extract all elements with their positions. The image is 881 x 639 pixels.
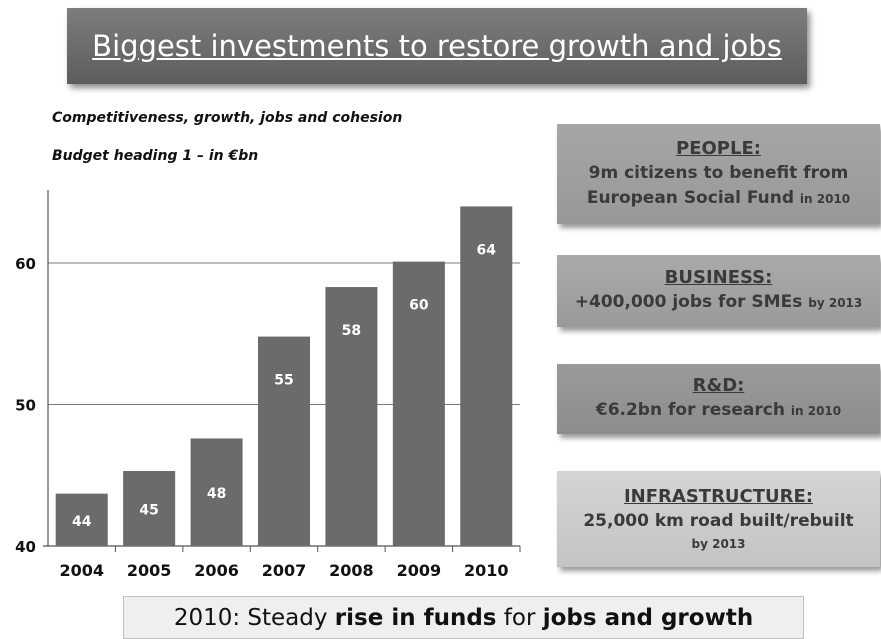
bar-2006 — [190, 438, 243, 546]
bar-value-label: 48 — [207, 486, 226, 502]
x-tick-label: 2009 — [397, 561, 442, 580]
people-heading: PEOPLE: — [676, 137, 761, 159]
people-small: in 2010 — [799, 191, 851, 206]
rd-small: in 2010 — [790, 404, 842, 418]
chart-subtitle: Competitiveness, growth, jobs and cohesi… — [52, 110, 403, 126]
labels: 40 50 60 44 2004 45 2005 48 2006 55 2007 58 2008 60 20… — [15, 242, 508, 580]
bar-2008 — [325, 287, 378, 546]
x-tick-label: 2006 — [194, 561, 239, 580]
footer-banner: 2010: Steady rise in funds for jobs and … — [123, 596, 804, 639]
footer-mid: for — [496, 604, 543, 631]
y-tick-label: 50 — [15, 397, 36, 415]
footer-pre: 2010: Steady — [173, 604, 335, 631]
infrastructure-line1: 25,000 km road built/rebuilt — [583, 510, 854, 531]
rd-line1: €6.2bn for research — [595, 400, 785, 420]
infrastructure-box: INFRASTRUCTURE: 25,000 km road built/reb… — [557, 471, 880, 567]
x-tick-label: 2004 — [59, 561, 104, 580]
infrastructure-small: by 2013 — [691, 536, 746, 551]
footer-bold2: jobs and growth — [542, 604, 754, 631]
business-small: by 2013 — [808, 296, 863, 310]
x-tick-label: 2007 — [262, 561, 307, 580]
bar-2007 — [258, 336, 310, 546]
bar-value-label: 58 — [342, 323, 361, 339]
people-box: PEOPLE: 9m citizens to benefit from Euro… — [557, 124, 880, 224]
people-line2: European Social Fund — [586, 187, 794, 208]
business-heading: BUSINESS: — [664, 267, 773, 288]
bar-value-label: 55 — [274, 373, 293, 389]
page-title: Biggest investments to restore growth an… — [92, 29, 782, 63]
x-tick-label: 2005 — [127, 561, 172, 580]
bars — [55, 206, 513, 546]
title-banner: Biggest investments to restore growth an… — [67, 8, 807, 84]
business-box: BUSINESS: +400,000 jobs for SMEs by 2013 — [557, 255, 880, 327]
bar-value-label: 45 — [139, 503, 158, 519]
infrastructure-heading: INFRASTRUCTURE: — [623, 485, 814, 507]
bar-value-label: 44 — [72, 514, 92, 530]
chart-unit-label: Budget heading 1 – in €bn — [52, 148, 259, 164]
bar-2005 — [123, 471, 176, 546]
rd-box: R&D: €6.2bn for research in 2010 — [557, 364, 880, 434]
bar-2010 — [460, 206, 513, 546]
rd-heading: R&D: — [692, 375, 745, 396]
bar-2004 — [55, 493, 108, 546]
bar-2009 — [392, 261, 445, 546]
y-tick-label: 40 — [15, 538, 36, 556]
y-tick-label: 60 — [15, 255, 36, 273]
bar-chart: 40 50 60 44 2004 45 2005 48 2006 55 2007 58 2008 60 20… — [15, 190, 521, 580]
x-tick-label: 2010 — [464, 561, 509, 580]
people-line1: 9m citizens to benefit from — [588, 162, 849, 183]
bar-value-label: 60 — [409, 298, 429, 314]
x-tick-label: 2008 — [329, 561, 374, 580]
business-line1: +400,000 jobs for SMEs — [574, 292, 803, 312]
bar-value-label: 64 — [477, 242, 497, 258]
footer-bold1: rise in funds — [334, 604, 497, 631]
